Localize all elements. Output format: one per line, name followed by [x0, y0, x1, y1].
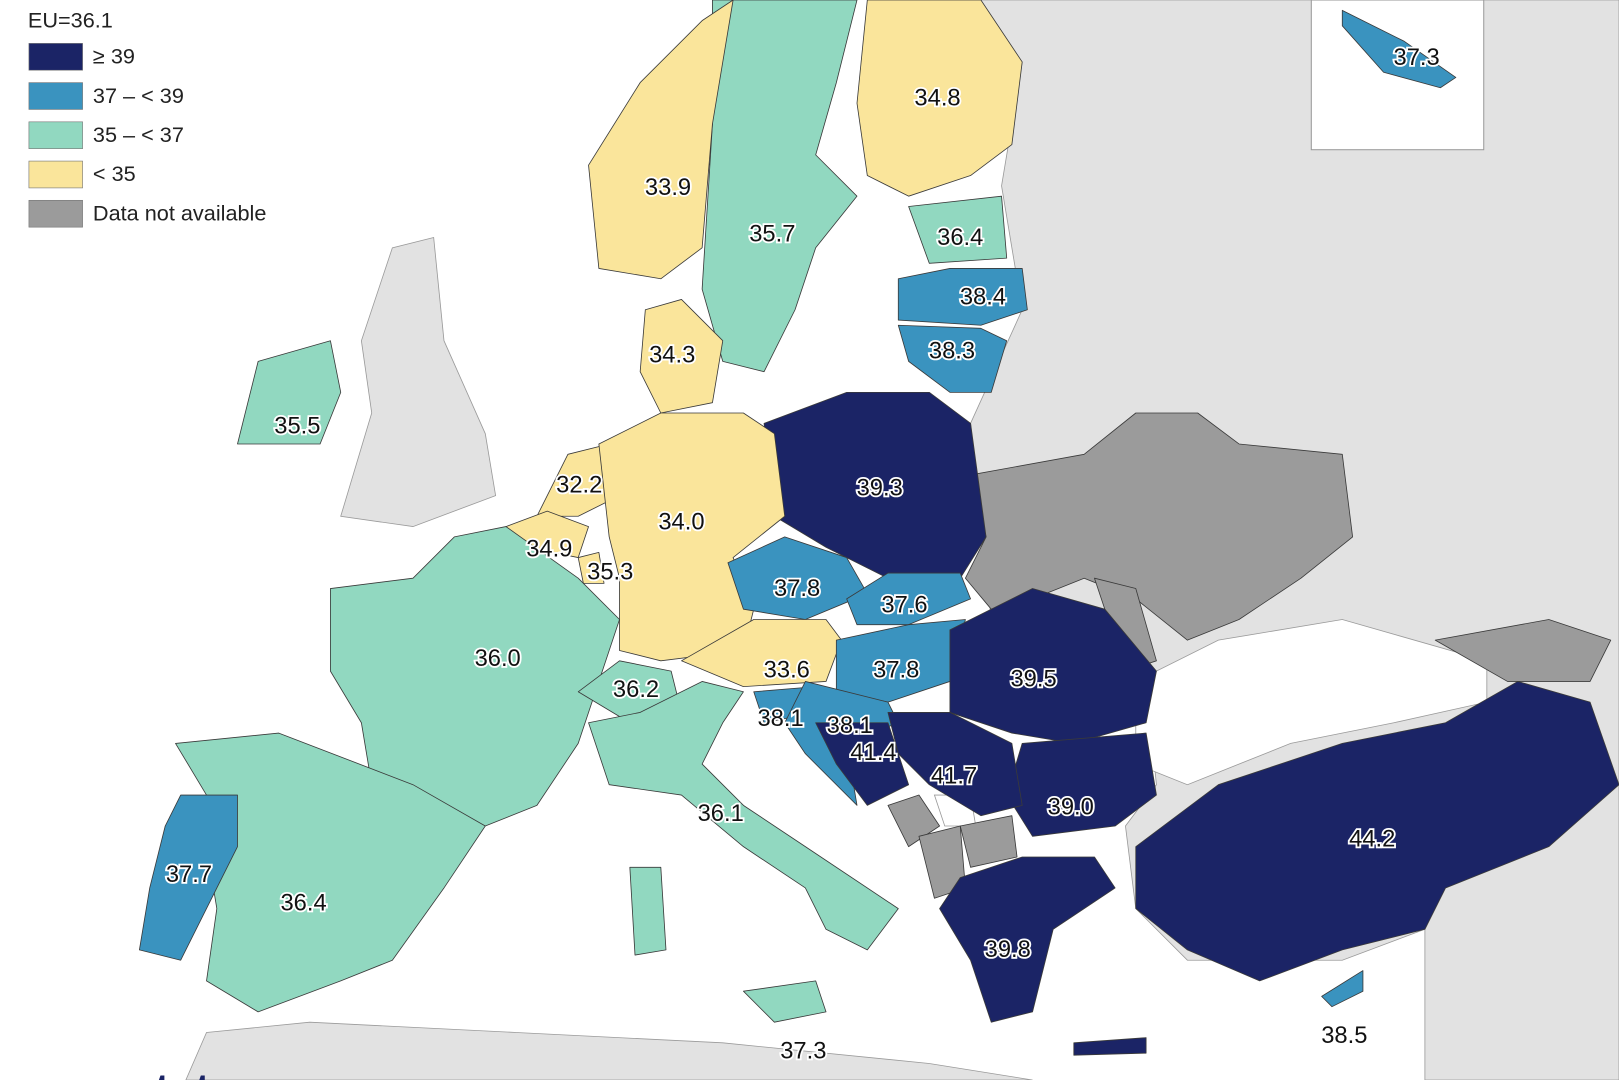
legend-swatch — [28, 199, 83, 228]
north-africa — [185, 1021, 1033, 1080]
country — [1073, 1037, 1147, 1056]
value-label: 35.7 — [749, 222, 795, 248]
logo: eurostat — [31, 1064, 210, 1080]
value-label: 38.1 — [757, 706, 803, 732]
country — [897, 268, 1028, 326]
legend-swatch — [28, 160, 83, 189]
value-label: 39.0 — [1048, 795, 1094, 821]
legend-swatch — [28, 43, 83, 71]
country — [815, 722, 910, 806]
value-label: 38.1 — [827, 713, 873, 739]
legend-swatch — [28, 121, 83, 149]
country — [701, 0, 858, 373]
country — [329, 526, 620, 827]
country — [959, 815, 1018, 868]
value-label: 36.4 — [280, 891, 326, 917]
value-label: 34.3 — [649, 342, 695, 368]
value-label: 35.3 — [587, 559, 633, 585]
value-label: 44.2 — [1349, 827, 1395, 853]
legend-label: ≥ 39 — [93, 44, 135, 69]
value-label: 37.6 — [881, 592, 927, 618]
country — [908, 195, 1008, 264]
value-labels: 34.8 33.9 35.7 36.4 38.4 38.3 34.3 35.5 39.3 32.2… — [164, 43, 1441, 1066]
country — [846, 572, 971, 626]
country — [577, 551, 605, 584]
country — [588, 681, 899, 951]
legend-label: 35 – < 37 — [93, 122, 184, 147]
legend-title: EU=36.1 — [28, 7, 113, 32]
country — [939, 856, 1116, 1023]
value-label: 37.8 — [873, 657, 919, 683]
value-label: 36.1 — [698, 801, 744, 827]
value-label: 34.0 — [658, 510, 704, 536]
value-label: 34.9 — [526, 537, 572, 563]
value-label: 38.4 — [960, 285, 1006, 311]
country — [1341, 9, 1457, 89]
value-label: 33.9 — [645, 175, 691, 201]
value-label: 37.3 — [780, 1038, 826, 1064]
legend-label: 37 – < 39 — [93, 83, 184, 108]
country — [964, 412, 1354, 641]
country — [743, 980, 827, 1023]
legend-swatch — [28, 82, 83, 110]
countries — [138, 0, 1619, 1056]
value-label: 36.0 — [475, 646, 521, 672]
country — [763, 391, 987, 579]
value-label: 36.4 — [937, 225, 983, 251]
value-label: 38.5 — [1321, 1023, 1367, 1049]
value-label: 37.7 — [166, 862, 212, 888]
value-label: 35.5 — [274, 414, 320, 440]
country — [1135, 681, 1619, 982]
country — [629, 866, 667, 956]
country — [138, 794, 238, 961]
value-label: 39.5 — [1010, 667, 1056, 693]
legend-label: Data not available — [93, 200, 267, 225]
legend: EU=36.1 ≥ 39 37 – < 39 35 – < 37 < 35 Data n… — [28, 7, 267, 228]
value-label: 33.6 — [764, 657, 810, 683]
value-label: 39.3 — [857, 476, 903, 502]
legend-label: < 35 — [93, 161, 136, 186]
value-label: 32.2 — [556, 473, 602, 499]
country — [949, 588, 1157, 744]
country — [856, 0, 1023, 197]
value-label: 34.8 — [914, 85, 960, 111]
value-label: 37.8 — [774, 576, 820, 602]
country — [1321, 970, 1364, 1008]
country — [588, 0, 734, 280]
country — [887, 794, 941, 848]
country — [639, 299, 724, 414]
country — [887, 712, 1023, 817]
value-label: 38.3 — [929, 338, 975, 364]
value-label: 37.3 — [1394, 45, 1440, 71]
value-label: 41.4 — [850, 740, 896, 766]
value-label: 41.7 — [931, 764, 977, 790]
black-sea — [1135, 619, 1488, 786]
country — [237, 340, 342, 445]
value-label: 36.2 — [613, 677, 659, 703]
value-label: 39.8 — [985, 937, 1031, 963]
country — [1434, 619, 1612, 682]
uk — [340, 236, 497, 528]
country — [897, 324, 1008, 393]
